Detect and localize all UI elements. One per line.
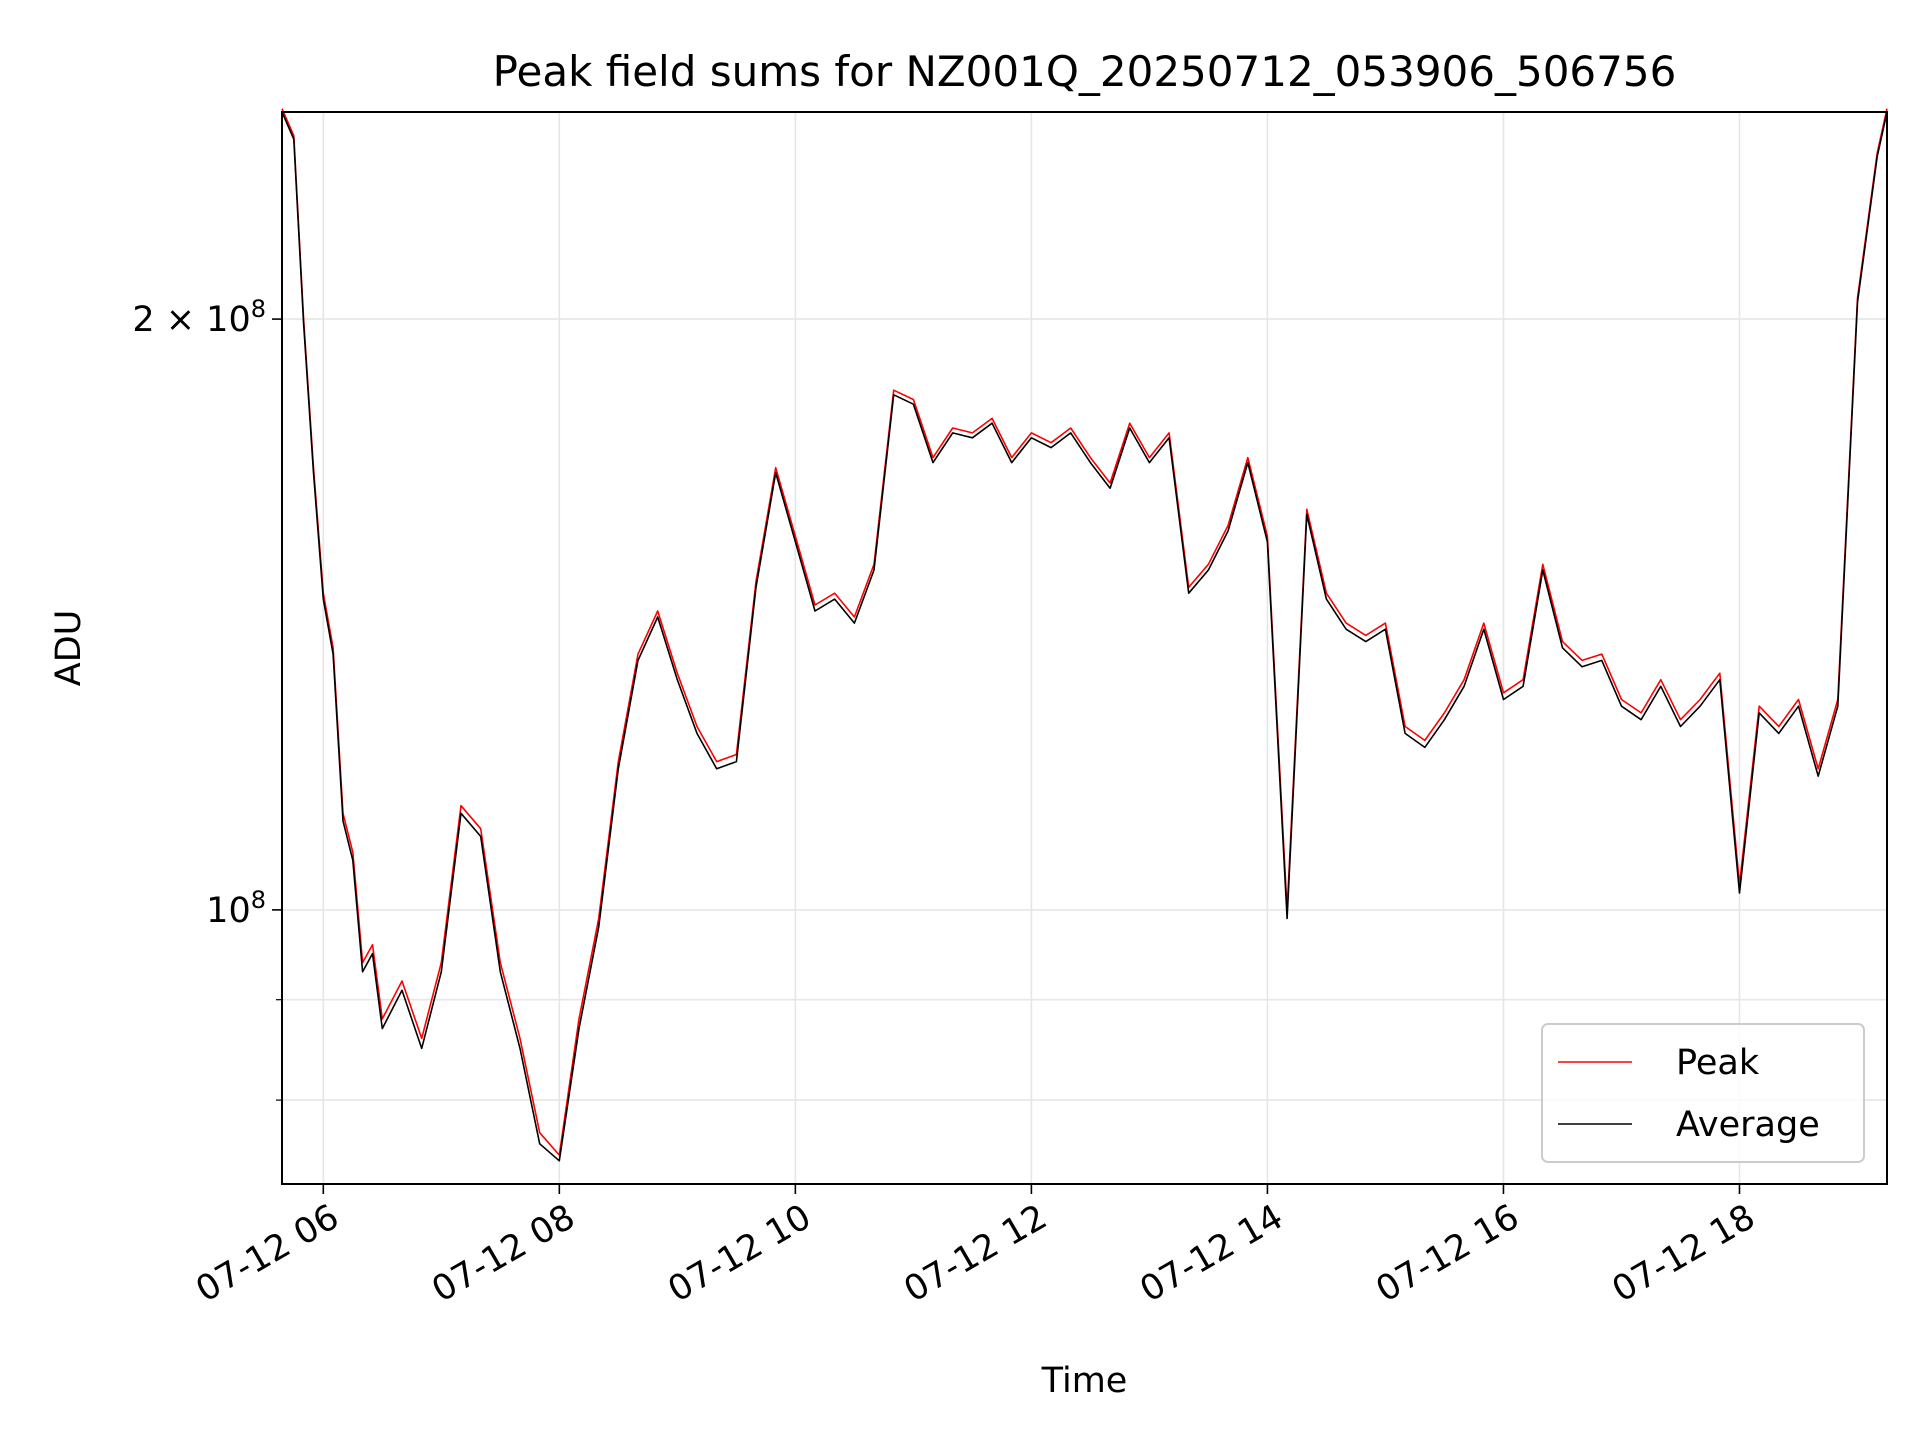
series-line-average	[281, 111, 1888, 1162]
legend-label-peak: Peak	[1676, 1043, 1760, 1083]
chart-title: Peak field sums for NZ001Q_20250712_0539…	[493, 47, 1677, 96]
series-line-peak	[281, 108, 1888, 1156]
y-axis-title: ADU	[49, 610, 89, 687]
grid-lines	[282, 112, 1887, 1184]
legend-box	[1541, 1023, 1865, 1163]
x-axis-title: Time	[1041, 1361, 1128, 1401]
y-tick-label: 108	[206, 886, 266, 931]
plot-frame	[281, 111, 1888, 1185]
legend-label-average: Average	[1676, 1105, 1820, 1145]
legend: Peak Average	[1541, 1023, 1865, 1163]
y-tick-label: 2 × 108	[132, 295, 266, 340]
series-lines	[281, 108, 1888, 1162]
